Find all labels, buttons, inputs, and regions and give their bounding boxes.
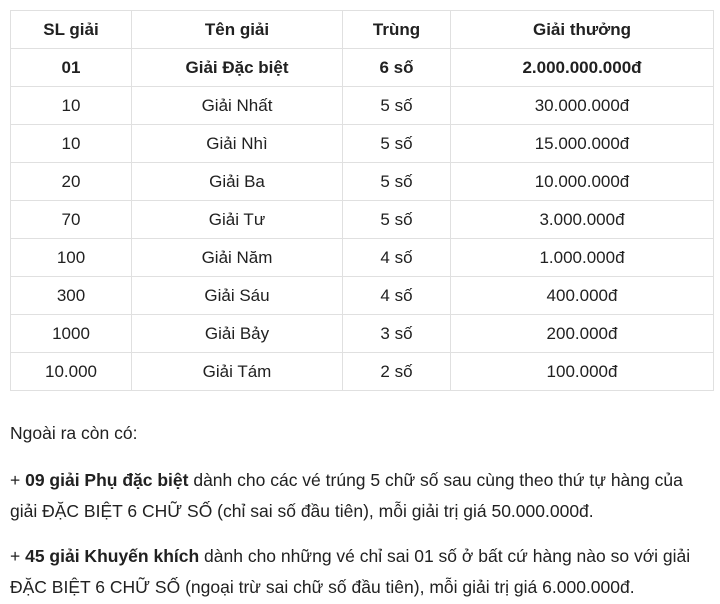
note-item: + 09 giải Phụ đặc biệt dành cho các vé t… xyxy=(10,465,709,527)
table-row: 100 Giải Năm 4 số 1.000.000đ xyxy=(10,238,714,277)
notes-list: + 09 giải Phụ đặc biệt dành cho các vé t… xyxy=(10,465,709,603)
table-row: 10 Giải Nhất 5 số 30.000.000đ xyxy=(10,86,714,125)
column-header: Tên giải xyxy=(131,10,343,49)
table-row: 10 Giải Nhì 5 số 15.000.000đ xyxy=(10,124,714,163)
cell-prize-name: Giải Sáu xyxy=(131,276,343,315)
note-bold-label: 45 giải Khuyến khích xyxy=(25,546,200,566)
table-row: 70 Giải Tư 5 số 3.000.000đ xyxy=(10,200,714,239)
cell-reward-amount: 100.000đ xyxy=(450,352,714,391)
cell-prize-name: Giải Nhất xyxy=(131,86,343,125)
cell-reward-amount: 400.000đ xyxy=(450,276,714,315)
cell-match-count: 5 số xyxy=(342,124,451,163)
cell-match-count: 4 số xyxy=(342,276,451,315)
cell-prize-name: Giải Ba xyxy=(131,162,343,201)
cell-match-count: 5 số xyxy=(342,200,451,239)
cell-reward-amount: 3.000.000đ xyxy=(450,200,714,239)
column-header: Trùng xyxy=(342,10,451,49)
note-rest-text: dành cho những vé chỉ sai 01 số ở bất cứ… xyxy=(10,546,691,597)
cell-reward-amount: 200.000đ xyxy=(450,314,714,353)
prize-table-header: SL giải Tên giải Trùng Giải thưởng xyxy=(10,10,714,49)
table-row: 300 Giải Sáu 4 số 400.000đ xyxy=(10,276,714,315)
cell-quantity: 10 xyxy=(10,86,132,125)
table-row: 10.000 Giải Tám 2 số 100.000đ xyxy=(10,352,714,391)
cell-prize-name: Giải Nhì xyxy=(131,124,343,163)
cell-reward-amount: 30.000.000đ xyxy=(450,86,714,125)
cell-quantity: 1000 xyxy=(10,314,132,353)
table-row: 1000 Giải Bảy 3 số 200.000đ xyxy=(10,314,714,353)
notes-intro: Ngoài ra còn có: xyxy=(10,423,138,443)
cell-quantity: 300 xyxy=(10,276,132,315)
cell-quantity: 10 xyxy=(10,124,132,163)
cell-match-count: 5 số xyxy=(342,162,451,201)
cell-reward-amount: 2.000.000.000đ xyxy=(450,48,714,87)
cell-quantity: 01 xyxy=(10,48,132,87)
cell-match-count: 5 số xyxy=(342,86,451,125)
cell-prize-name: Giải Tám xyxy=(131,352,343,391)
notes-section: Ngoài ra còn có: + 09 giải Phụ đặc biệt … xyxy=(10,418,709,603)
header-row: SL giải Tên giải Trùng Giải thưởng xyxy=(10,10,714,49)
note-plus: + xyxy=(10,546,26,566)
cell-prize-name: Giải Năm xyxy=(131,238,343,277)
cell-reward-amount: 15.000.000đ xyxy=(450,124,714,163)
table-row: 01 Giải Đặc biệt 6 số 2.000.000.000đ xyxy=(10,48,714,87)
cell-quantity: 70 xyxy=(10,200,132,239)
note-item: + 45 giải Khuyến khích dành cho những vé… xyxy=(10,541,709,603)
cell-prize-name: Giải Tư xyxy=(131,200,343,239)
column-header: Giải thưởng xyxy=(450,10,714,49)
note-bold-label: 09 giải Phụ đặc biệt xyxy=(25,470,189,490)
cell-reward-amount: 10.000.000đ xyxy=(450,162,714,201)
note-rest-text: dành cho các vé trúng 5 chữ số sau cùng … xyxy=(10,470,683,521)
cell-match-count: 6 số xyxy=(342,48,451,87)
prize-table: SL giải Tên giải Trùng Giải thưởng 01 Giải … xyxy=(10,10,714,391)
cell-prize-name: Giải Bảy xyxy=(131,314,343,353)
cell-prize-name: Giải Đặc biệt xyxy=(131,48,343,87)
cell-match-count: 4 số xyxy=(342,238,451,277)
column-header: SL giải xyxy=(10,10,132,49)
note-plus: + xyxy=(10,470,26,490)
prize-table-body: 01 Giải Đặc biệt 6 số 2.000.000.000đ 10 … xyxy=(10,48,714,391)
cell-quantity: 100 xyxy=(10,238,132,277)
table-row: 20 Giải Ba 5 số 10.000.000đ xyxy=(10,162,714,201)
cell-reward-amount: 1.000.000đ xyxy=(450,238,714,277)
cell-quantity: 10.000 xyxy=(10,352,132,391)
cell-match-count: 2 số xyxy=(342,352,451,391)
cell-quantity: 20 xyxy=(10,162,132,201)
cell-match-count: 3 số xyxy=(342,314,451,353)
